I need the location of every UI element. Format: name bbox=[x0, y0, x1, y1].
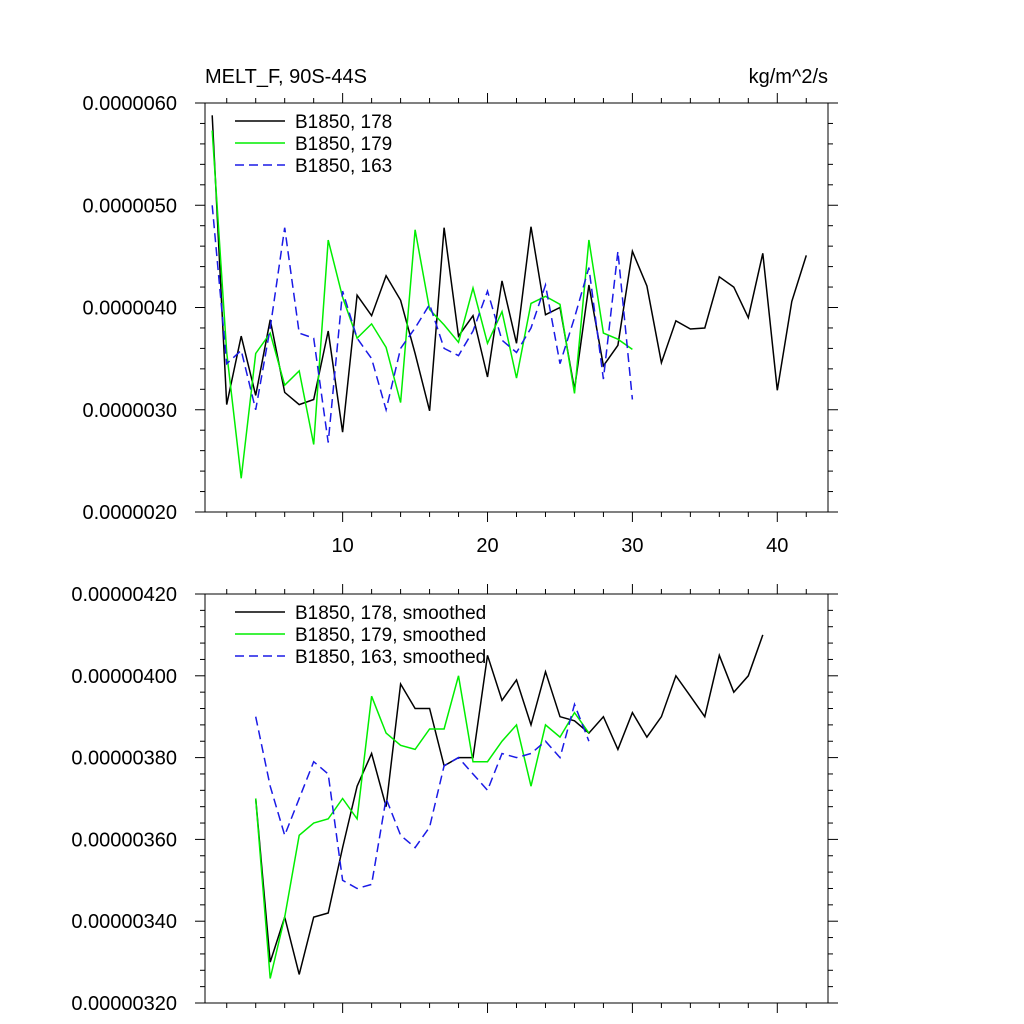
x-tick-label: 30 bbox=[621, 535, 643, 557]
chart-title: MELT_F, 90S-44S bbox=[205, 66, 367, 88]
legend-label: B1850, 179 bbox=[295, 134, 392, 155]
series-line bbox=[254, 634, 764, 975]
y-tick-label: 0.0000060 bbox=[82, 93, 177, 115]
y-tick-label: 0.00000320 bbox=[71, 993, 177, 1015]
legend-label: B1850, 163 bbox=[295, 156, 392, 177]
units-label: kg/m^2/s bbox=[749, 66, 828, 88]
top-panel: 10 20 30 40 0.0000020 0.0000030 0.0000040 0.000… bbox=[82, 66, 838, 557]
y-tick-label: 0.00000340 bbox=[71, 911, 177, 933]
y-tick-label: 0.00000380 bbox=[71, 748, 177, 770]
legend-label: B1850, 163, smoothed bbox=[295, 647, 486, 668]
y-tick-label: 0.00000420 bbox=[71, 584, 177, 606]
series-line bbox=[211, 115, 808, 433]
series-line bbox=[254, 702, 590, 890]
y-tick-label: 0.0000040 bbox=[82, 298, 177, 320]
y-tick-label: 0.00000400 bbox=[71, 666, 177, 688]
legend-label: B1850, 178 bbox=[295, 112, 392, 133]
y-tick-label: 0.0000030 bbox=[82, 400, 177, 422]
y-tick-label: 0.00000360 bbox=[71, 829, 177, 851]
bottom-panel: 0.00000320 0.00000340 0.00000360 0.00000380… bbox=[71, 584, 838, 1015]
legend-label: B1850, 178, smoothed bbox=[295, 603, 486, 624]
x-tick-label: 40 bbox=[766, 535, 788, 557]
series-line bbox=[254, 675, 590, 979]
y-tick-label: 0.0000020 bbox=[82, 502, 177, 524]
series-line bbox=[211, 205, 634, 443]
y-tick-label: 0.0000050 bbox=[82, 195, 177, 217]
legend-label: B1850, 179, smoothed bbox=[295, 625, 486, 646]
x-tick-label: 10 bbox=[332, 535, 354, 557]
series-line bbox=[211, 130, 633, 479]
x-tick-label: 20 bbox=[476, 535, 498, 557]
